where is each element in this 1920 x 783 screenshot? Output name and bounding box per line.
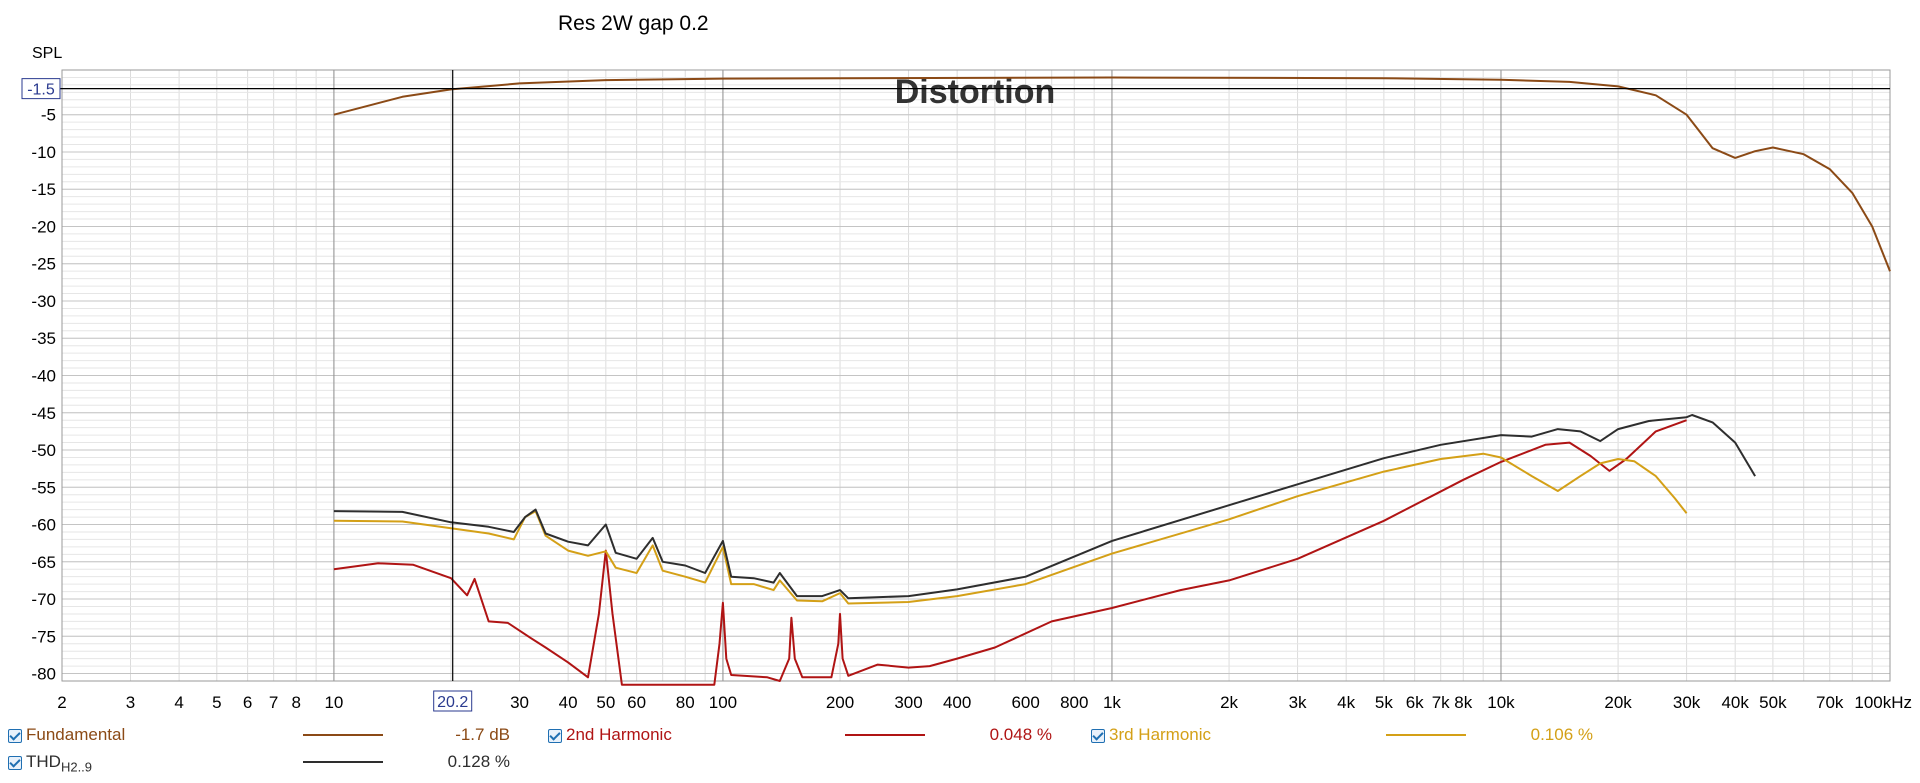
checkbox-3rd-harmonic[interactable] bbox=[1091, 728, 1105, 743]
x-tick-label: 6 bbox=[243, 693, 252, 712]
x-tick-label: 10 bbox=[324, 693, 343, 712]
x-tick-label: 2 bbox=[57, 693, 66, 712]
y-tick-label: -50 bbox=[31, 441, 56, 460]
x-tick-label: 10k bbox=[1487, 693, 1515, 712]
y-tick-label: -80 bbox=[31, 665, 56, 684]
x-tick-label: 5 bbox=[212, 693, 221, 712]
cursor-y-readout: -1.5 bbox=[27, 82, 55, 99]
x-tick-label: 5k bbox=[1375, 693, 1393, 712]
chart-title: Res 2W gap 0.2 bbox=[558, 12, 709, 35]
x-tick-label: 70k bbox=[1816, 693, 1844, 712]
y-axis-ticks: -5 -10 -15 -20 -25 -30 -35 -40 -45 -50 -55 -60 -65 -7… bbox=[31, 106, 56, 684]
cursor-x-readout: 20.2 bbox=[437, 694, 468, 711]
x-tick-label: 800 bbox=[1060, 693, 1088, 712]
series-line-3rd-harmonic bbox=[333, 452, 1688, 605]
x-tick-label: 4 bbox=[174, 693, 183, 712]
x-tick-label: 2k bbox=[1220, 693, 1238, 712]
y-tick-label: -20 bbox=[31, 217, 56, 236]
legend-label-2nd-harmonic: 2nd Harmonic bbox=[566, 725, 672, 744]
legend-swatch-3rd-harmonic bbox=[1386, 734, 1466, 736]
x-tick-label: 3 bbox=[126, 693, 135, 712]
x-tick-label: 8k bbox=[1454, 693, 1472, 712]
y-tick-label: -45 bbox=[31, 404, 56, 423]
x-tick-label: 6k bbox=[1406, 693, 1424, 712]
y-tick-label: -60 bbox=[31, 516, 56, 535]
x-tick-label: 60 bbox=[627, 693, 646, 712]
legend-value-thd: 0.128 % bbox=[447, 752, 510, 771]
x-tick-label: 3k bbox=[1289, 693, 1307, 712]
checkbox-thd[interactable] bbox=[8, 755, 22, 770]
y-tick-label: -40 bbox=[31, 367, 56, 386]
x-tick-label: 8 bbox=[291, 693, 300, 712]
x-tick-label: 40 bbox=[559, 693, 578, 712]
series-line-thd bbox=[333, 414, 1756, 600]
x-tick-label: 7k bbox=[1432, 693, 1450, 712]
y-tick-label: -15 bbox=[31, 180, 56, 199]
x-tick-label: 7 bbox=[269, 693, 278, 712]
legend-label-3rd-harmonic: 3rd Harmonic bbox=[1109, 725, 1212, 744]
legend: Fundamental -1.7 dB 2nd Harmonic 0.048 %… bbox=[0, 720, 1920, 783]
series-lines bbox=[333, 76, 1891, 686]
legend-value-2nd-harmonic: 0.048 % bbox=[989, 725, 1052, 744]
x-tick-label: 100kHz bbox=[1854, 693, 1912, 712]
x-tick-label: 4k bbox=[1337, 693, 1355, 712]
legend-item-3rd-harmonic[interactable]: 3rd Harmonic bbox=[1091, 724, 1211, 746]
legend-value-3rd-harmonic: 0.106 % bbox=[1530, 725, 1593, 744]
x-tick-label: 20k bbox=[1604, 693, 1632, 712]
legend-item-2nd-harmonic[interactable]: 2nd Harmonic bbox=[548, 724, 672, 746]
x-tick-label: 50k bbox=[1759, 693, 1787, 712]
cursor[interactable]: -1.5 20.2 bbox=[21, 70, 1890, 712]
y-tick-label: -30 bbox=[31, 292, 56, 311]
y-tick-label: -10 bbox=[31, 143, 56, 162]
x-tick-label: 30 bbox=[510, 693, 529, 712]
series-line-fundamental bbox=[333, 76, 1891, 272]
cursor-y-readout-box bbox=[21, 78, 61, 100]
legend-item-fundamental[interactable]: Fundamental bbox=[8, 724, 125, 746]
overlay-label: Distortion bbox=[895, 73, 1056, 111]
checkbox-fundamental[interactable] bbox=[8, 728, 22, 743]
x-tick-label: 300 bbox=[894, 693, 922, 712]
x-tick-label: 600 bbox=[1011, 693, 1039, 712]
x-axis-ticks: 2 3 4 5 6 7 8 10 30 40 50 60 80 100 200 300 400 600 800 1k 2… bbox=[57, 693, 1912, 712]
y-tick-label: -75 bbox=[31, 627, 56, 646]
y-tick-label: -5 bbox=[41, 106, 56, 125]
x-tick-label: 80 bbox=[676, 693, 695, 712]
x-tick-label: 30k bbox=[1673, 693, 1701, 712]
legend-label-thd: THD bbox=[26, 752, 61, 771]
y-tick-label: -35 bbox=[31, 329, 56, 348]
cursor-x-readout-box bbox=[433, 690, 473, 712]
y-tick-label: -65 bbox=[31, 553, 56, 572]
x-tick-label: 100 bbox=[709, 693, 737, 712]
legend-label-thd-sub: H2..9 bbox=[60, 759, 93, 775]
x-tick-label: 200 bbox=[826, 693, 854, 712]
y-axis-label: SPL bbox=[32, 45, 62, 62]
y-tick-label: -25 bbox=[31, 255, 56, 274]
legend-swatch-fundamental bbox=[303, 734, 383, 736]
y-tick-label: -55 bbox=[31, 478, 56, 497]
x-tick-label: 1k bbox=[1103, 693, 1121, 712]
legend-item-thd[interactable]: THDH2..9 bbox=[8, 751, 93, 775]
x-tick-label: 50 bbox=[596, 693, 615, 712]
legend-label-fundamental: Fundamental bbox=[26, 725, 126, 744]
major-grid bbox=[61, 69, 1891, 682]
x-tick-label: 40k bbox=[1721, 693, 1749, 712]
plot-border bbox=[61, 69, 1891, 682]
legend-value-fundamental: -1.7 dB bbox=[455, 725, 510, 744]
series-line-2nd-harmonic bbox=[333, 419, 1687, 686]
legend-swatch-2nd-harmonic bbox=[845, 734, 925, 736]
y-tick-label: -70 bbox=[31, 590, 56, 609]
checkbox-2nd-harmonic[interactable] bbox=[548, 728, 562, 743]
x-tick-label: 400 bbox=[943, 693, 971, 712]
legend-swatch-thd bbox=[303, 761, 383, 763]
